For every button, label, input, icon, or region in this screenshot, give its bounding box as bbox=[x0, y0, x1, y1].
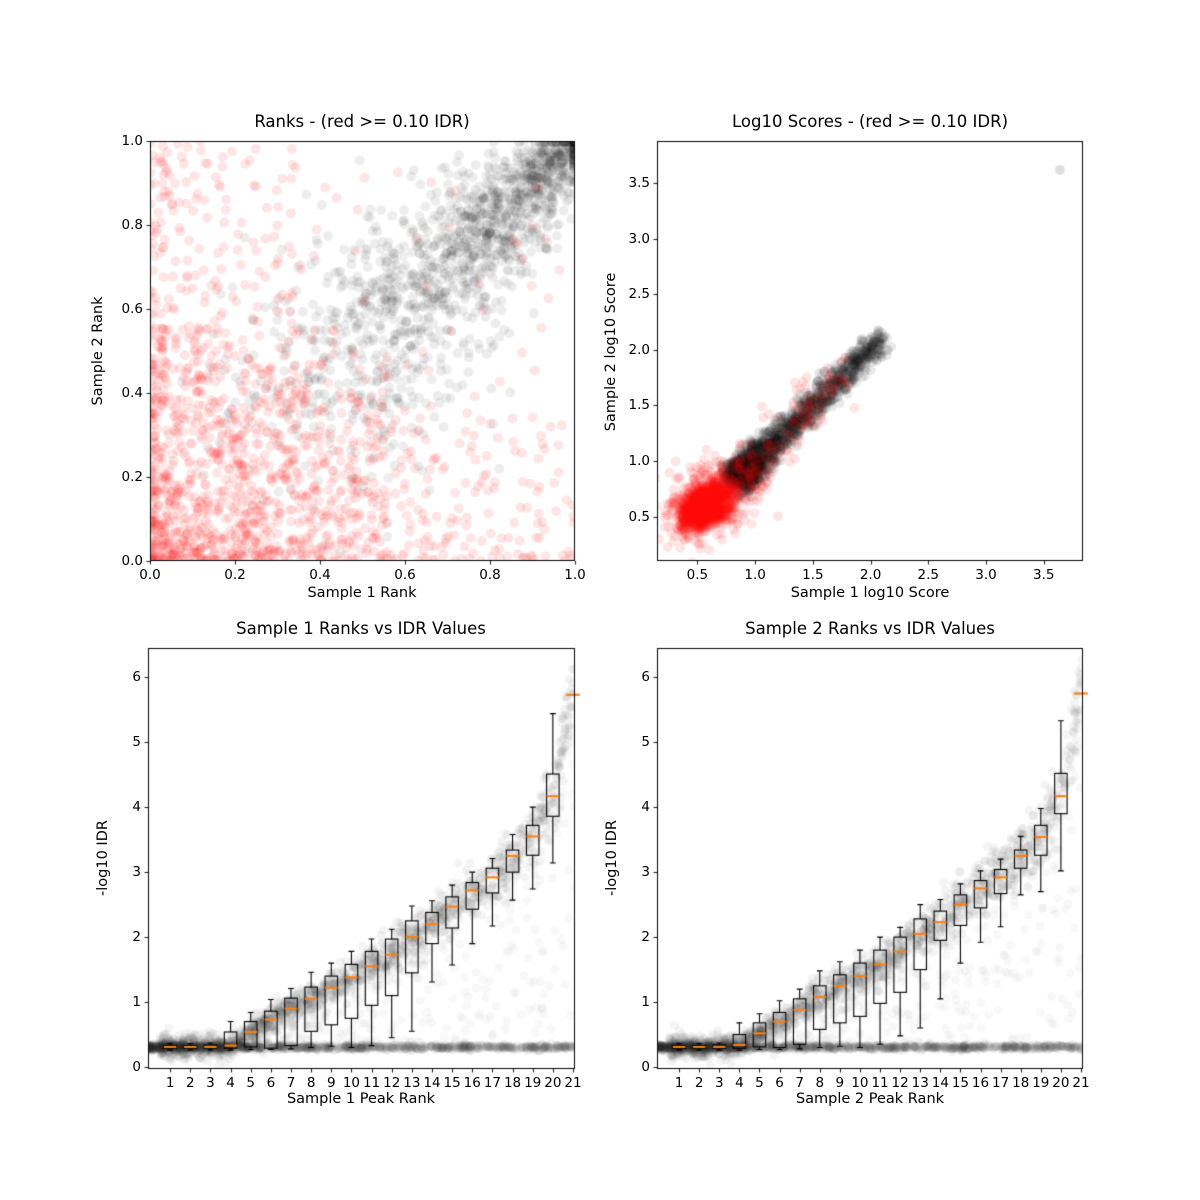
y-tick-label: 2 bbox=[132, 929, 141, 946]
x-tick-label: 11 bbox=[871, 1075, 889, 1091]
y-tick-label: 0.6 bbox=[121, 301, 143, 317]
x-tick-label: 5 bbox=[755, 1075, 764, 1091]
x-tick-label: 2.0 bbox=[859, 567, 882, 583]
x-tick-label: 3 bbox=[206, 1075, 215, 1091]
y-tick-label: 0.8 bbox=[121, 217, 143, 233]
y-tick-label: 0.2 bbox=[121, 469, 143, 485]
x-tick-label: 1.5 bbox=[802, 567, 824, 583]
y-tick-label: 3 bbox=[641, 864, 650, 881]
x-tick-label: 1.0 bbox=[744, 567, 766, 583]
y-tick-label: 6 bbox=[641, 669, 650, 686]
x-tick-label: 0.4 bbox=[309, 567, 331, 583]
x-tick-label: 12 bbox=[383, 1075, 401, 1091]
x-tick-label: 14 bbox=[931, 1075, 949, 1091]
x-tick-label: 10 bbox=[342, 1075, 361, 1091]
x-tick-label: 2.5 bbox=[917, 567, 940, 583]
x-tick-label: 17 bbox=[992, 1075, 1010, 1091]
y-tick-label: 2.0 bbox=[628, 341, 650, 358]
x-tick-label: 20 bbox=[544, 1075, 562, 1091]
x-tick-label: 21 bbox=[564, 1075, 582, 1091]
x-axis-label-sample1-rank: Sample 1 Rank bbox=[307, 585, 417, 601]
y-tick-label: 2 bbox=[641, 929, 650, 946]
x-tick-label: 7 bbox=[795, 1075, 804, 1091]
plot-title-sample1-idr: Sample 1 Ranks vs IDR Values bbox=[236, 619, 486, 638]
y-tick-label: 4 bbox=[641, 799, 650, 816]
x-tick-label: 6 bbox=[775, 1075, 784, 1091]
y-axis-label-sample2-rank: Sample 2 Rank bbox=[90, 296, 106, 406]
x-tick-label: 16 bbox=[971, 1075, 990, 1091]
x-tick-label: 11 bbox=[362, 1075, 381, 1091]
x-tick-label: 2 bbox=[186, 1075, 195, 1091]
y-tick-label: 0 bbox=[132, 1059, 141, 1076]
y-tick-label: 1.0 bbox=[628, 453, 650, 469]
x-tick-label: 12 bbox=[891, 1075, 909, 1091]
x-tick-label: 4 bbox=[226, 1075, 235, 1091]
x-tick-label: 1 bbox=[674, 1075, 684, 1091]
x-axis-label-sample1-peak-rank: Sample 1 Peak Rank bbox=[286, 1091, 436, 1107]
x-tick-label: 13 bbox=[403, 1075, 421, 1091]
y-tick-label: 0 bbox=[641, 1059, 650, 1076]
y-axis-label-sample2-log10-score: Sample 2 log10 Score bbox=[603, 272, 619, 432]
x-tick-label: 0.0 bbox=[139, 567, 161, 583]
x-tick-label: 15 bbox=[443, 1075, 461, 1091]
y-tick-label: 2.5 bbox=[628, 286, 650, 303]
x-tick-label: 16 bbox=[463, 1075, 481, 1091]
x-tick-label: 19 bbox=[524, 1075, 542, 1091]
y-tick-label: 6 bbox=[132, 669, 141, 686]
x-tick-label: 8 bbox=[815, 1075, 825, 1091]
x-axis-label-sample2-peak-rank: Sample 2 Peak Rank bbox=[795, 1091, 945, 1107]
x-tick-label: 15 bbox=[951, 1075, 970, 1091]
plot-title-ranks: Ranks - (red >= 0.10 IDR) bbox=[254, 112, 470, 131]
y-tick-label: 5 bbox=[132, 734, 141, 751]
x-tick-label: 19 bbox=[1032, 1075, 1050, 1091]
x-tick-label: 1 bbox=[165, 1075, 175, 1091]
x-tick-label: 3 bbox=[714, 1075, 724, 1091]
y-tick-label: 3.0 bbox=[628, 230, 650, 247]
x-tick-label: 17 bbox=[483, 1075, 501, 1091]
x-tick-label: 18 bbox=[503, 1075, 522, 1091]
x-tick-label: 21 bbox=[1072, 1075, 1090, 1091]
y-tick-label: 1 bbox=[641, 994, 650, 1011]
x-tick-label: 7 bbox=[286, 1075, 296, 1091]
x-tick-label: 1.0 bbox=[564, 567, 586, 583]
x-tick-label: 0.6 bbox=[394, 567, 416, 583]
y-axis-label-neg-log10-idr-right: -log10 IDR bbox=[604, 820, 620, 896]
y-tick-label: 0.4 bbox=[121, 385, 143, 401]
y-tick-label: 5 bbox=[641, 734, 650, 751]
y-tick-label: 1.5 bbox=[628, 397, 650, 414]
plot-title-sample2-idr: Sample 2 Ranks vs IDR Values bbox=[745, 619, 995, 638]
x-tick-label: 14 bbox=[423, 1075, 441, 1091]
x-axis-label-sample1-log10-score: Sample 1 log10 Score bbox=[790, 585, 950, 601]
x-tick-label: 8 bbox=[306, 1075, 316, 1091]
x-tick-label: 9 bbox=[835, 1075, 845, 1091]
y-tick-label: 3.5 bbox=[628, 175, 650, 192]
x-tick-label: 13 bbox=[911, 1075, 929, 1091]
x-tick-label: 9 bbox=[326, 1075, 336, 1091]
x-tick-label: 2 bbox=[694, 1075, 704, 1091]
y-tick-label: 1 bbox=[132, 994, 141, 1011]
x-tick-label: 18 bbox=[1012, 1075, 1030, 1091]
x-tick-label: 0.2 bbox=[224, 567, 246, 583]
plot-title-log10-scores: Log10 Scores - (red >= 0.10 IDR) bbox=[731, 112, 1009, 131]
x-tick-label: 5 bbox=[246, 1075, 256, 1091]
x-tick-label: 0.8 bbox=[479, 567, 501, 583]
y-axis-label-neg-log10-idr-left: -log10 IDR bbox=[95, 820, 111, 896]
y-tick-label: 0.5 bbox=[628, 508, 650, 525]
x-tick-label: 20 bbox=[1052, 1075, 1070, 1091]
x-tick-label: 0.5 bbox=[686, 567, 709, 583]
y-tick-label: 1.0 bbox=[121, 133, 143, 149]
x-tick-label: 3.0 bbox=[975, 567, 997, 583]
y-tick-label: 3 bbox=[132, 864, 141, 881]
x-tick-label: 4 bbox=[735, 1075, 744, 1091]
y-tick-label: 4 bbox=[132, 799, 141, 816]
x-tick-label: 3.5 bbox=[1032, 567, 1055, 583]
x-tick-label: 10 bbox=[851, 1075, 869, 1091]
y-tick-label: 0.0 bbox=[121, 553, 143, 569]
x-tick-label: 6 bbox=[266, 1075, 276, 1091]
